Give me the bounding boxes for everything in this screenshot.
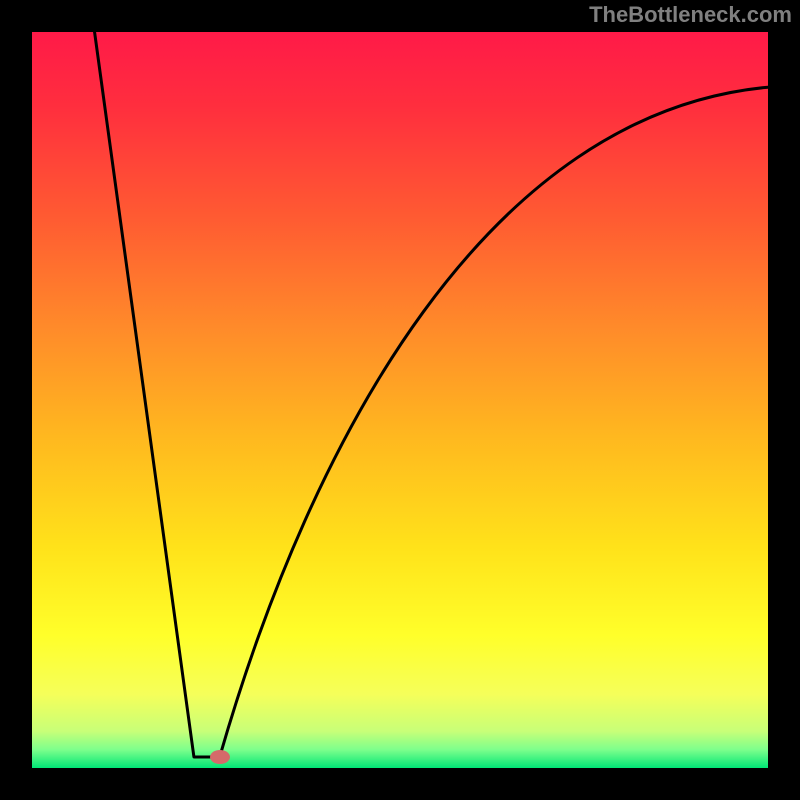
- bottleneck-curve: [0, 0, 800, 800]
- watermark-text: TheBottleneck.com: [589, 2, 792, 28]
- optimum-marker: [210, 750, 230, 764]
- chart-frame: TheBottleneck.com: [0, 0, 800, 800]
